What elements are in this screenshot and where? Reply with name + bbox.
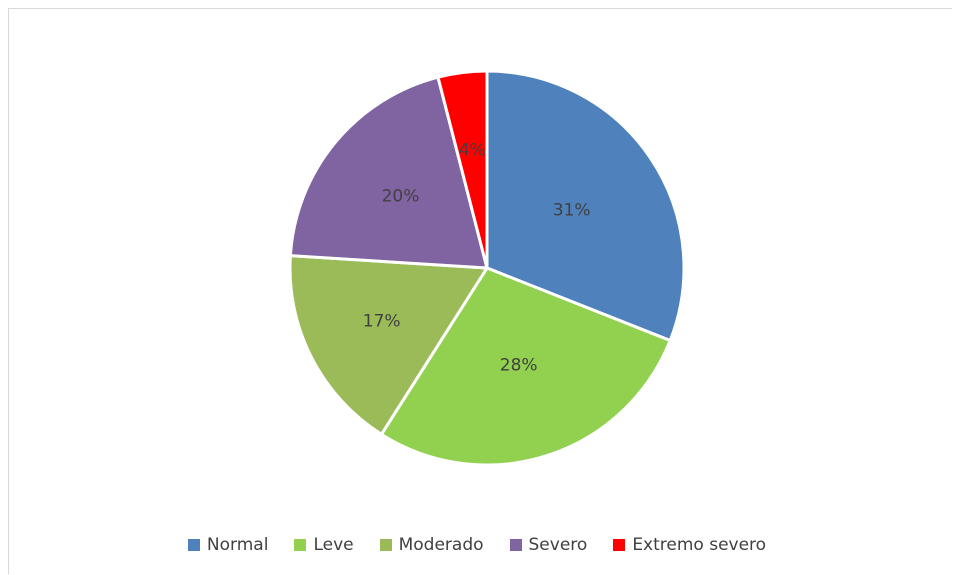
legend-label-severo: Severo: [528, 535, 588, 555]
data-label-normal: 31%: [553, 200, 591, 220]
legend-item-normal: Normal: [187, 535, 269, 555]
pie-slices: [288, 69, 686, 467]
legend-swatch-normal: [187, 539, 200, 551]
data-label-leve: 28%: [500, 355, 538, 375]
pie-slice-moderado: [288, 254, 489, 436]
legend-label-extremo-severo: Extremo severo: [632, 535, 767, 555]
legend-label-moderado: Moderado: [398, 535, 484, 555]
data-label-extremo-severo: 4%: [459, 141, 486, 161]
data-label-severo: 20%: [382, 186, 420, 206]
legend: Normal Leve Moderado Severo Extremo seve…: [0, 533, 954, 557]
pie-slice-normal: [485, 69, 686, 343]
legend-item-moderado: Moderado: [379, 535, 484, 555]
legend-swatch-severo: [509, 539, 522, 551]
legend-label-normal: Normal: [206, 535, 269, 555]
legend-item-extremo-severo: Extremo severo: [613, 535, 766, 555]
legend-item-leve: Leve: [294, 535, 354, 555]
pie-slice-leve: [379, 266, 672, 467]
legend-swatch-leve: [294, 539, 307, 551]
legend-label-leve: Leve: [313, 535, 354, 555]
legend-item-severo: Severo: [509, 535, 588, 555]
pie-slice-extremo-severo: [436, 69, 489, 270]
data-label-moderado: 17%: [363, 312, 401, 332]
pie-data-labels: 31% 28% 17% 20% 4%: [363, 141, 591, 376]
pie-slice-severo: [288, 75, 489, 270]
legend-swatch-extremo-severo: [613, 539, 626, 551]
legend-swatch-moderado: [379, 539, 392, 551]
